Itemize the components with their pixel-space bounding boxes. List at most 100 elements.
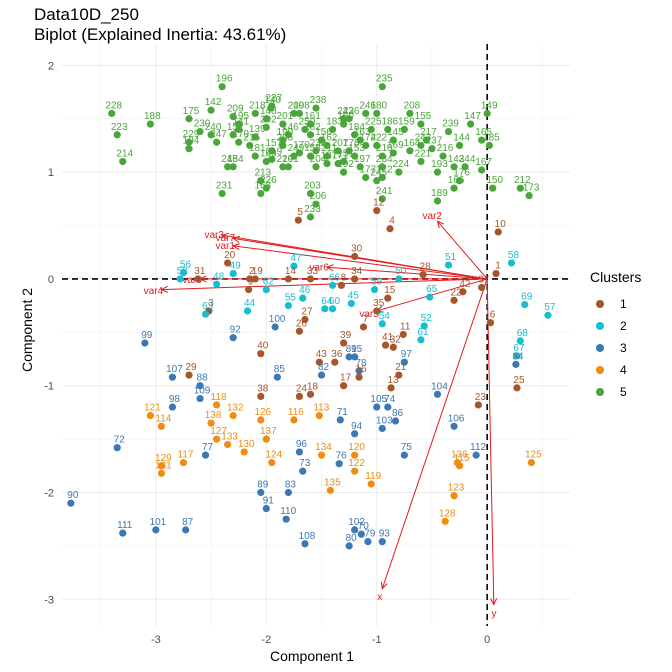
point-label: 162: [321, 132, 338, 143]
point-label: 54: [379, 311, 391, 322]
data-point: [391, 417, 400, 425]
arrow-head: [380, 581, 388, 590]
legend-key: [596, 344, 604, 352]
data-point: [406, 109, 414, 118]
point-label: 95: [351, 344, 363, 355]
data-point: [306, 120, 315, 128]
data-point: [279, 120, 287, 128]
point-label: 2: [249, 266, 255, 277]
point-label: 208: [404, 100, 421, 111]
data-point: [157, 462, 165, 470]
point-label: 128: [439, 508, 456, 519]
data-point: [373, 109, 381, 118]
point-label: 172: [376, 164, 393, 175]
data-point: [483, 109, 491, 118]
point-label: 75: [401, 442, 413, 453]
variable-arrow: [437, 220, 488, 280]
point-label: 106: [448, 413, 465, 424]
point-label: 225: [365, 116, 382, 127]
data-point: [478, 166, 486, 174]
data-point: [213, 401, 221, 409]
data-point: [176, 275, 184, 283]
point-label: 240: [205, 122, 222, 133]
data-point: [400, 125, 408, 134]
point-label: 182: [304, 122, 321, 133]
data-point: [301, 315, 309, 324]
point-label: 183: [326, 116, 343, 127]
point-label: 94: [351, 421, 363, 432]
point-label: 8: [341, 272, 347, 283]
data-point: [157, 422, 165, 430]
point-label: 132: [227, 403, 244, 414]
point-label: 74: [384, 394, 396, 405]
data-point: [207, 419, 215, 427]
point-label: 248: [221, 154, 238, 165]
data-point: [386, 225, 394, 233]
point-label: 194: [183, 136, 200, 147]
data-point: [513, 352, 521, 360]
data-point: [340, 120, 348, 128]
point-label: 107: [166, 364, 183, 375]
data-point: [400, 451, 408, 459]
data-point: [295, 327, 304, 335]
variable-arrow-label: var3: [205, 230, 225, 241]
point-label: 108: [299, 531, 316, 542]
point-label: 213: [254, 168, 271, 179]
data-point: [373, 141, 381, 150]
data-point: [284, 163, 292, 171]
point-label: 63: [202, 301, 214, 312]
point-label: 214: [116, 148, 133, 159]
variable-arrow: [486, 278, 495, 605]
point-label: 189: [431, 188, 448, 199]
data-point: [351, 275, 359, 283]
data-point: [362, 141, 370, 150]
point-label: 173: [523, 183, 540, 194]
data-point: [268, 459, 276, 467]
point-label: 99: [141, 330, 153, 341]
point-label: 159: [398, 116, 415, 127]
point-label: 79: [364, 529, 376, 540]
data-point: [268, 155, 276, 163]
point-label: 224: [392, 159, 409, 170]
point-label: 58: [508, 250, 520, 261]
data-point: [306, 131, 315, 139]
point-label: 191: [282, 154, 299, 165]
point-label: 16: [356, 364, 368, 375]
arrow-head: [232, 243, 240, 251]
point-label: 201: [277, 111, 294, 122]
data-point: [439, 152, 447, 160]
point-label: 86: [392, 408, 404, 419]
legend-key: [596, 366, 604, 374]
point-label: 62: [263, 277, 275, 288]
point-label: 96: [296, 439, 308, 450]
point-label: 65: [426, 284, 438, 295]
point-label: 31: [194, 266, 206, 277]
data-point: [362, 173, 370, 182]
data-point: [290, 152, 298, 160]
data-point: [290, 109, 298, 118]
data-point: [351, 353, 359, 361]
point-label: 110: [280, 506, 296, 517]
x-tick-label: -3: [151, 634, 161, 646]
legend-label: 1: [620, 297, 627, 311]
data-point: [378, 173, 386, 182]
point-label: 83: [285, 480, 297, 491]
point-label: 153: [348, 143, 365, 154]
point-label: 220: [277, 154, 294, 165]
point-label: 210: [376, 143, 393, 154]
x-tick-label: -2: [261, 634, 271, 646]
point-label: 38: [257, 383, 269, 394]
point-label: 56: [180, 260, 192, 271]
point-label: 202: [260, 114, 277, 125]
data-point: [229, 334, 237, 342]
variable-arrow-label: var4: [144, 286, 164, 297]
point-label: 45: [348, 290, 360, 301]
point-label: 125: [525, 450, 542, 461]
data-point: [389, 149, 397, 157]
point-label: 204: [310, 154, 327, 165]
data-point: [240, 448, 248, 456]
data-point: [527, 459, 535, 467]
data-point: [417, 336, 425, 344]
data-point: [455, 177, 464, 185]
point-label: 119: [365, 471, 381, 482]
